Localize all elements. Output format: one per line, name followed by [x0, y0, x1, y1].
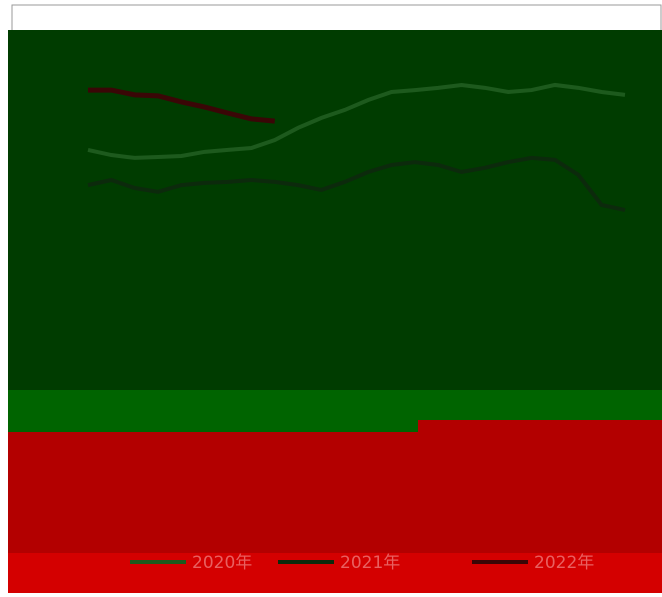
legend-area [8, 553, 662, 593]
legend-label: 2020年 [192, 553, 252, 573]
plot-area [8, 30, 662, 390]
lower-panel [8, 432, 662, 553]
legend-label: 2021年 [340, 553, 400, 573]
series-line [87, 155, 626, 213]
series-line [87, 82, 626, 160]
legend-label: 2022年 [534, 553, 594, 573]
series-line [88, 87, 276, 124]
lower-panel-step [418, 420, 662, 432]
